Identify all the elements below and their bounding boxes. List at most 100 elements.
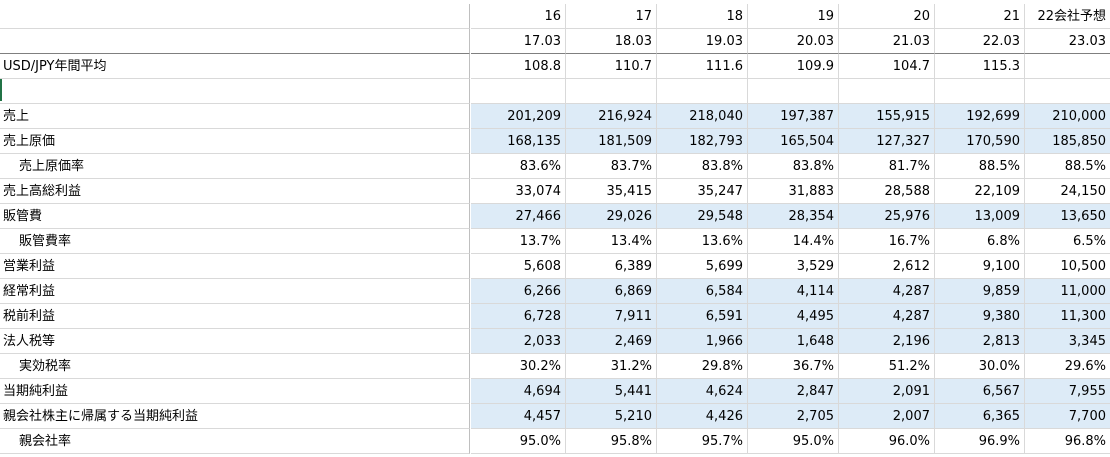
- value-cell[interactable]: 1,966: [657, 329, 748, 354]
- value-cell[interactable]: 22会社予想: [1025, 4, 1110, 29]
- value-cell[interactable]: 216,924: [566, 104, 657, 129]
- row-label-cell[interactable]: 販管費率: [0, 229, 470, 254]
- value-cell[interactable]: 88.5%: [1025, 154, 1110, 179]
- value-cell[interactable]: 3,345: [1025, 329, 1110, 354]
- value-cell[interactable]: 185,850: [1025, 129, 1110, 154]
- value-cell[interactable]: 28,588: [839, 179, 935, 204]
- value-cell[interactable]: 14.4%: [748, 229, 839, 254]
- value-cell[interactable]: 6,567: [935, 379, 1025, 404]
- row-label-cell[interactable]: 当期純利益: [0, 379, 470, 404]
- value-cell[interactable]: 6,591: [657, 304, 748, 329]
- value-cell[interactable]: 2,847: [748, 379, 839, 404]
- value-cell[interactable]: 2,091: [839, 379, 935, 404]
- value-cell[interactable]: 17.03: [471, 29, 566, 54]
- row-label-cell[interactable]: 税前利益: [0, 304, 470, 329]
- value-cell[interactable]: 6,869: [566, 279, 657, 304]
- value-cell[interactable]: 30.0%: [935, 354, 1025, 379]
- value-cell[interactable]: 218,040: [657, 104, 748, 129]
- value-cell[interactable]: [748, 79, 839, 104]
- value-cell[interactable]: 83.8%: [748, 154, 839, 179]
- value-cell[interactable]: 96.8%: [1025, 429, 1110, 454]
- value-cell[interactable]: 96.0%: [839, 429, 935, 454]
- row-label-cell[interactable]: [0, 29, 470, 54]
- value-cell[interactable]: 7,911: [566, 304, 657, 329]
- value-cell[interactable]: 95.8%: [566, 429, 657, 454]
- row-label-cell[interactable]: [0, 79, 470, 104]
- value-cell[interactable]: 6,266: [471, 279, 566, 304]
- value-cell[interactable]: 2,813: [935, 329, 1025, 354]
- value-cell[interactable]: 4,624: [657, 379, 748, 404]
- value-cell[interactable]: 127,327: [839, 129, 935, 154]
- value-cell[interactable]: 31,883: [748, 179, 839, 204]
- value-cell[interactable]: 35,415: [566, 179, 657, 204]
- row-label-cell[interactable]: 親会社率: [0, 429, 470, 454]
- value-cell[interactable]: 7,700: [1025, 404, 1110, 429]
- value-cell[interactable]: 21: [935, 4, 1025, 29]
- value-cell[interactable]: 11,000: [1025, 279, 1110, 304]
- value-cell[interactable]: 4,426: [657, 404, 748, 429]
- value-cell[interactable]: 2,007: [839, 404, 935, 429]
- value-cell[interactable]: 19: [748, 4, 839, 29]
- value-cell[interactable]: 2,612: [839, 254, 935, 279]
- value-cell[interactable]: 18.03: [566, 29, 657, 54]
- value-cell[interactable]: 13,650: [1025, 204, 1110, 229]
- row-label-cell[interactable]: 経常利益: [0, 279, 470, 304]
- row-label-cell[interactable]: 売上高総利益: [0, 179, 470, 204]
- value-cell[interactable]: 210,000: [1025, 104, 1110, 129]
- row-label-cell[interactable]: 実効税率: [0, 354, 470, 379]
- value-cell[interactable]: 6,728: [471, 304, 566, 329]
- value-cell[interactable]: 11,300: [1025, 304, 1110, 329]
- row-label-cell[interactable]: 親会社株主に帰属する当期純利益: [0, 404, 470, 429]
- row-label-cell[interactable]: 売上原価率: [0, 154, 470, 179]
- value-cell[interactable]: 182,793: [657, 129, 748, 154]
- value-cell[interactable]: 155,915: [839, 104, 935, 129]
- value-cell[interactable]: 22,109: [935, 179, 1025, 204]
- value-cell[interactable]: [935, 79, 1025, 104]
- value-cell[interactable]: 95.0%: [471, 429, 566, 454]
- value-cell[interactable]: 83.7%: [566, 154, 657, 179]
- value-cell[interactable]: 6.8%: [935, 229, 1025, 254]
- row-label-cell[interactable]: 販管費: [0, 204, 470, 229]
- value-cell[interactable]: 29.8%: [657, 354, 748, 379]
- value-cell[interactable]: 95.7%: [657, 429, 748, 454]
- value-cell[interactable]: 13,009: [935, 204, 1025, 229]
- value-cell[interactable]: 17: [566, 4, 657, 29]
- value-cell[interactable]: 9,100: [935, 254, 1025, 279]
- value-cell[interactable]: 96.9%: [935, 429, 1025, 454]
- row-label-cell[interactable]: 売上: [0, 104, 470, 129]
- row-label-cell[interactable]: [0, 4, 470, 29]
- value-cell[interactable]: 16: [471, 4, 566, 29]
- value-cell[interactable]: 83.6%: [471, 154, 566, 179]
- value-cell[interactable]: [471, 79, 566, 104]
- value-cell[interactable]: [566, 79, 657, 104]
- value-cell[interactable]: 110.7: [566, 54, 657, 79]
- value-cell[interactable]: 4,495: [748, 304, 839, 329]
- value-cell[interactable]: 30.2%: [471, 354, 566, 379]
- value-cell[interactable]: 4,457: [471, 404, 566, 429]
- value-cell[interactable]: 51.2%: [839, 354, 935, 379]
- value-cell[interactable]: 4,287: [839, 279, 935, 304]
- value-cell[interactable]: 201,209: [471, 104, 566, 129]
- value-cell[interactable]: 16.7%: [839, 229, 935, 254]
- value-cell[interactable]: 9,859: [935, 279, 1025, 304]
- value-cell[interactable]: 165,504: [748, 129, 839, 154]
- value-cell[interactable]: 168,135: [471, 129, 566, 154]
- value-cell[interactable]: 192,699: [935, 104, 1025, 129]
- value-cell[interactable]: 108.8: [471, 54, 566, 79]
- value-cell[interactable]: 95.0%: [748, 429, 839, 454]
- value-cell[interactable]: 24,150: [1025, 179, 1110, 204]
- row-label-cell[interactable]: 売上原価: [0, 129, 470, 154]
- value-cell[interactable]: 29.6%: [1025, 354, 1110, 379]
- row-label-cell[interactable]: 営業利益: [0, 254, 470, 279]
- value-cell[interactable]: 23.03: [1025, 29, 1110, 54]
- value-cell[interactable]: 22.03: [935, 29, 1025, 54]
- value-cell[interactable]: 19.03: [657, 29, 748, 54]
- value-cell[interactable]: 6,584: [657, 279, 748, 304]
- value-cell[interactable]: 29,026: [566, 204, 657, 229]
- value-cell[interactable]: 28,354: [748, 204, 839, 229]
- value-cell[interactable]: [1025, 79, 1110, 104]
- value-cell[interactable]: 88.5%: [935, 154, 1025, 179]
- value-cell[interactable]: 21.03: [839, 29, 935, 54]
- value-cell[interactable]: 5,210: [566, 404, 657, 429]
